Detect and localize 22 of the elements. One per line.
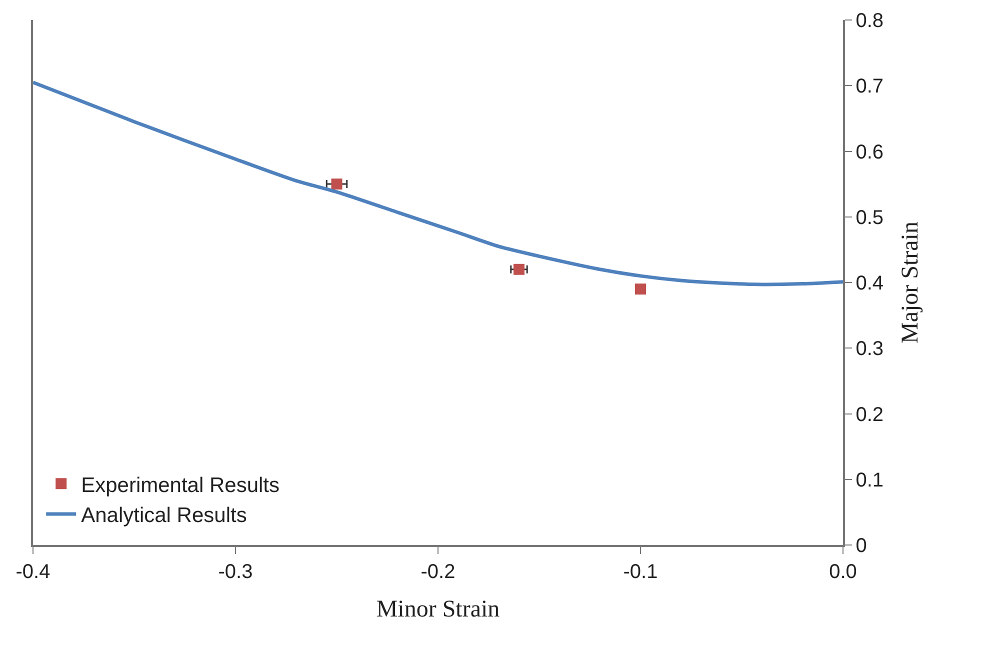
y-axis-title: Major Strain [897, 222, 924, 344]
point [635, 284, 646, 295]
x-tick-label: -0.1 [623, 560, 658, 583]
y-tick-label: 0.4 [856, 272, 884, 294]
y-tick-label: 0.2 [856, 404, 884, 426]
y-tick-label: 0.3 [856, 338, 884, 360]
point [331, 178, 342, 190]
y-tick-label: 0.5 [856, 206, 884, 229]
legend-label: Experimental Results [81, 474, 280, 497]
y-tick-label: 0.1 [856, 469, 884, 492]
y-tick-label: 0.7 [856, 76, 884, 98]
y-tick-label: 0 [856, 535, 867, 557]
x-tick-label: -0.4 [16, 560, 50, 583]
y-tick-label: 0.6 [856, 141, 884, 164]
x-tick-label: -0.3 [218, 560, 253, 583]
x-tick-label: -0.2 [420, 560, 456, 583]
x-axis-title: Minor Strain [376, 596, 500, 623]
point [514, 264, 524, 275]
legend-label: Analytical Results [81, 504, 247, 528]
y-tick-label: 0.8 [856, 10, 884, 32]
x-tick-label: 0.0 [829, 560, 857, 583]
line-series [33, 80, 843, 286]
